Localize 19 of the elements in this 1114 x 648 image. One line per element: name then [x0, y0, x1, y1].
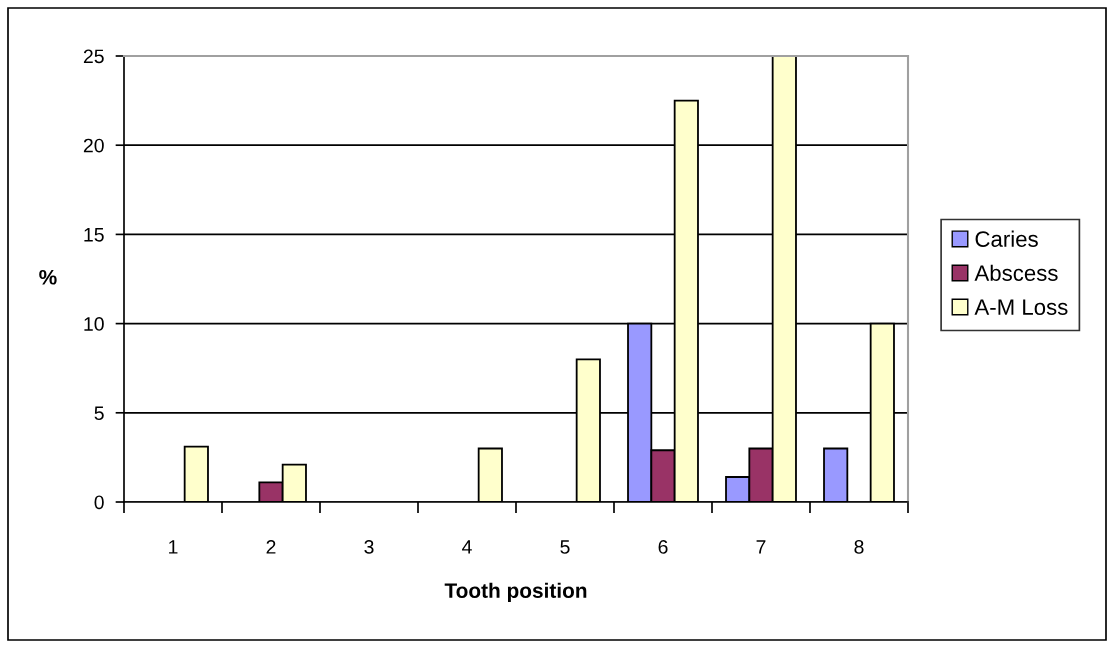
- legend-label: Abscess: [974, 264, 1058, 281]
- x-tick-label: 7: [756, 540, 766, 554]
- x-axis-title: Tooth position: [444, 582, 587, 603]
- x-tick-label: 4: [462, 540, 472, 554]
- x-tick-label: 5: [560, 540, 570, 554]
- y-tick-label: 0: [94, 495, 104, 510]
- legend-label: A-M Loss: [974, 299, 1068, 316]
- y-tick-label: 20: [83, 138, 104, 153]
- x-tick-label: 3: [364, 540, 374, 554]
- y-axis-title: %: [39, 269, 57, 285]
- legend-label: Caries: [975, 230, 1038, 247]
- y-tick-label: 5: [94, 406, 104, 421]
- x-tick-label: 1: [169, 540, 178, 554]
- x-tick-label: 6: [658, 540, 668, 554]
- x-tick-label: 2: [266, 540, 276, 554]
- y-tick-label: 15: [84, 228, 104, 242]
- y-tick-label: 25: [83, 49, 104, 64]
- y-tick-label: 10: [84, 317, 104, 331]
- x-tick-label: 8: [854, 540, 864, 554]
